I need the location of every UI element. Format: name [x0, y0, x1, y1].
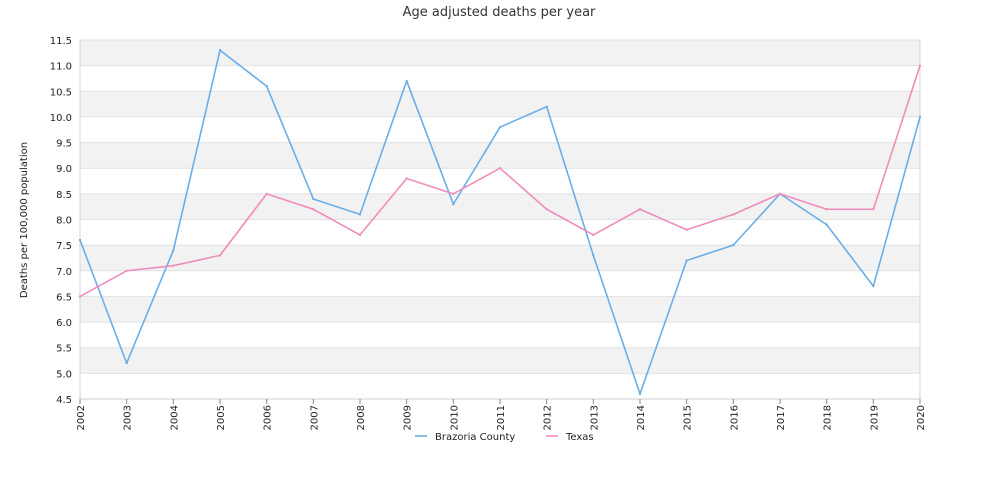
data-point-texas[interactable]: [638, 208, 642, 211]
x-tick-label: 2011: [496, 405, 507, 430]
x-tick-label: 2012: [543, 405, 554, 430]
data-point-texas[interactable]: [452, 192, 455, 196]
x-tick-label: 2020: [916, 405, 927, 430]
data-point-texas[interactable]: [778, 192, 782, 196]
x-tick-label: 2015: [683, 405, 694, 430]
y-axis: 4.5 5.0 5.5 6.0 6.5 7.0 7.5 8.0 8.5 9.0 9.5 10.0 10.…: [50, 36, 72, 406]
legend-item-brazoria-county[interactable]: Brazoria County: [415, 432, 515, 443]
y-tick-label: 11.0: [50, 62, 72, 73]
x-tick-label: 2003: [123, 405, 134, 430]
y-tick-label: 4.5: [56, 395, 72, 406]
data-point-texas[interactable]: [312, 208, 315, 211]
x-axis: 2002 2003 2004 2005 2006 2007 2008 2009 2010 2011…: [76, 399, 927, 430]
y-tick-label: 11.5: [50, 36, 72, 47]
data-point-brazoria-county[interactable]: [312, 197, 315, 201]
x-tick-label: 2018: [823, 405, 834, 430]
data-point-texas[interactable]: [732, 213, 735, 216]
y-tick-label: 9.5: [56, 139, 72, 150]
grid-band: [80, 245, 920, 271]
grid-band: [80, 142, 920, 169]
grid-band: [80, 193, 920, 220]
legend-label: Texas: [565, 432, 594, 443]
y-tick-label: 6.0: [56, 318, 72, 329]
x-tick-label: 2004: [169, 405, 180, 430]
x-tick-label: 2008: [356, 405, 367, 430]
legend-item-texas[interactable]: Texas: [546, 432, 594, 443]
data-point-brazoria-county[interactable]: [78, 238, 82, 242]
y-tick-label: 10.0: [50, 113, 72, 124]
data-point-texas[interactable]: [218, 254, 222, 257]
data-point-brazoria-county[interactable]: [918, 115, 922, 119]
data-point-brazoria-county[interactable]: [498, 125, 502, 129]
legend-label: Brazoria County: [435, 432, 515, 443]
data-point-brazoria-county[interactable]: [358, 213, 362, 216]
x-tick-label: 2002: [76, 405, 87, 430]
data-point-brazoria-county[interactable]: [592, 254, 595, 257]
legend[interactable]: Brazoria County Texas: [415, 432, 594, 443]
data-point-texas[interactable]: [685, 228, 688, 231]
y-tick-label: 8.0: [56, 216, 72, 227]
data-point-brazoria-county[interactable]: [125, 361, 128, 365]
data-point-texas[interactable]: [592, 233, 595, 237]
data-point-texas[interactable]: [125, 269, 128, 272]
y-tick-label: 7.0: [56, 267, 72, 278]
grid-band: [80, 347, 920, 374]
x-tick-label: 2009: [403, 405, 414, 430]
x-tick-label: 2019: [869, 405, 880, 430]
x-tick-label: 2014: [636, 405, 647, 430]
x-tick-label: 2016: [729, 405, 740, 430]
data-point-texas[interactable]: [545, 208, 548, 211]
data-point-brazoria-county[interactable]: [872, 284, 875, 288]
x-tick-label: 2006: [263, 405, 274, 430]
y-tick-label: 5.0: [56, 369, 72, 380]
data-point-texas[interactable]: [872, 208, 875, 211]
y-tick-label: 7.5: [56, 241, 72, 252]
data-point-texas[interactable]: [498, 167, 502, 170]
data-point-texas[interactable]: [405, 177, 408, 180]
grid-band: [80, 296, 920, 323]
x-tick-label: 2005: [216, 405, 227, 430]
grid-band: [80, 91, 920, 117]
grid-band: [80, 40, 920, 66]
data-point-brazoria-county[interactable]: [218, 49, 222, 52]
y-tick-label: 9.0: [56, 164, 72, 175]
chart-title: Age adjusted deaths per year: [403, 5, 596, 20]
data-point-texas[interactable]: [918, 64, 922, 67]
data-point-texas[interactable]: [358, 233, 362, 237]
data-point-texas[interactable]: [825, 208, 828, 211]
data-point-brazoria-county[interactable]: [265, 84, 268, 88]
data-point-texas[interactable]: [265, 192, 268, 196]
y-tick-label: 5.5: [56, 344, 72, 355]
x-tick-label: 2013: [589, 405, 600, 430]
y-tick-label: 8.5: [56, 190, 72, 201]
data-point-brazoria-county[interactable]: [172, 249, 175, 252]
data-point-texas[interactable]: [172, 264, 175, 267]
y-axis-label: Deaths per 100,000 population: [19, 142, 30, 298]
x-tick-label: 2017: [776, 405, 787, 430]
x-tick-label: 2007: [309, 405, 320, 430]
y-tick-label: 10.5: [50, 87, 72, 98]
series-lines: [78, 49, 922, 396]
data-point-brazoria-county[interactable]: [638, 392, 642, 396]
data-point-brazoria-county[interactable]: [545, 105, 548, 108]
x-tick-label: 2010: [449, 405, 460, 430]
data-point-brazoria-county[interactable]: [732, 243, 735, 247]
data-point-brazoria-county[interactable]: [452, 202, 455, 206]
data-point-texas[interactable]: [78, 295, 82, 298]
data-point-brazoria-county[interactable]: [825, 223, 828, 226]
y-tick-label: 6.5: [56, 292, 72, 303]
data-point-brazoria-county[interactable]: [405, 79, 408, 83]
data-point-brazoria-county[interactable]: [685, 259, 688, 262]
